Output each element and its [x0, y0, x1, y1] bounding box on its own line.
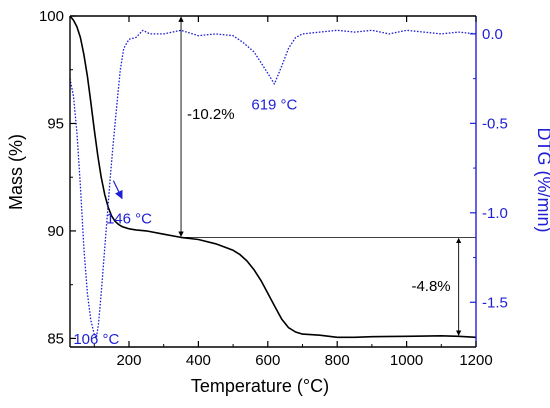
y-right-tick-label: 0.0 — [482, 26, 503, 43]
x-tick-label: 800 — [325, 352, 350, 369]
annotation-peak-106: 106 °C — [73, 331, 119, 348]
y-left-tick-label: 100 — [39, 8, 64, 25]
y-axis-left-title: Mass (%) — [6, 134, 26, 210]
y-left-tick-label: 85 — [47, 330, 64, 347]
axes-layer: 200 400 600 800 1000 1200 85 90 95 100 0.0 -0.5 -1.0… — [39, 8, 508, 369]
annotation-peak-619: 619 °C — [251, 96, 297, 113]
annotation-arrow-146 — [112, 180, 123, 200]
y-left-tick-label: 95 — [47, 115, 64, 132]
annotation-point-146: 146 °C — [106, 210, 152, 227]
mass-series-line — [69, 15, 477, 339]
annotation-mass-loss-2: -4.8% — [411, 278, 450, 295]
y-right-tick-label: -1.0 — [482, 205, 508, 222]
x-tick-label: 600 — [255, 352, 280, 369]
x-axis-title: Temperature (°C) — [191, 376, 329, 396]
annotation-mass-loss-1: -10.2% — [187, 106, 235, 123]
y-right-tick-label: -1.5 — [482, 294, 508, 311]
y-left-tick-label: 90 — [47, 223, 64, 240]
y-axis-right-title: DTG (%/min) — [534, 128, 550, 233]
y-right-tick-label: -0.5 — [482, 115, 508, 132]
x-tick-label: 200 — [116, 352, 141, 369]
dtg-series-line — [69, 29, 477, 339]
x-tick-label: 400 — [186, 352, 211, 369]
series-layer — [69, 15, 477, 339]
x-tick-label: 1000 — [390, 352, 423, 369]
annotation-layer: -10.2% -4.8% 619 °C 106 °C 146 °C — [73, 16, 476, 348]
x-tick-label: 1200 — [459, 352, 492, 369]
